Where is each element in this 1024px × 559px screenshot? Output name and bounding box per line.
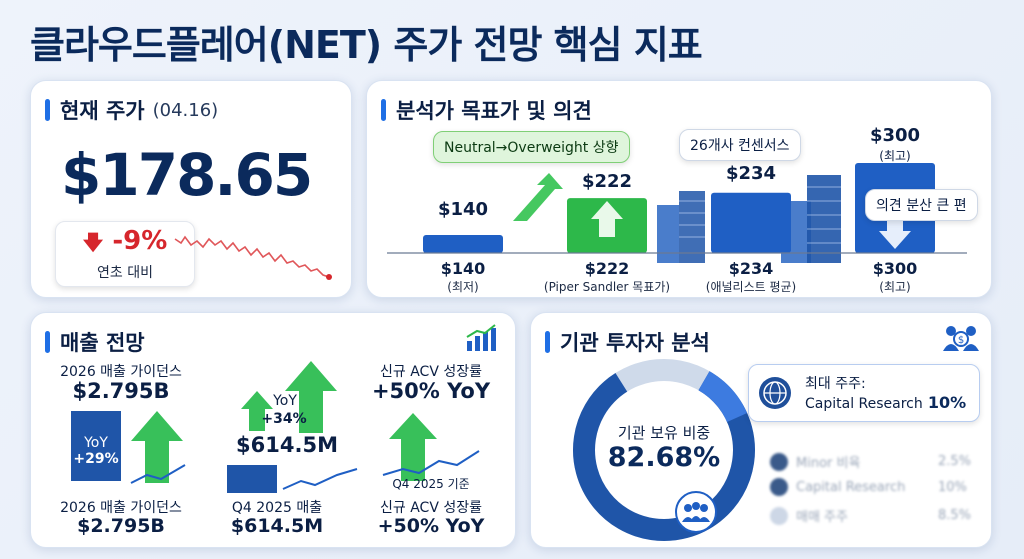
analyst-target-card: 분석가 목표가 및 의견 Neutral→Overweight 상향 26개사 … [366, 80, 992, 298]
sparkline-endpoint [326, 274, 332, 280]
holder-row: Minor 비육 2.5% [770, 452, 971, 471]
divergence-bubble: 의견 분산 큰 편 [865, 189, 978, 221]
revenue-heading: 매출 전망 [45, 327, 145, 357]
ytd-change-label: 연초 대비 [97, 265, 153, 281]
guidance-yoy-value: +29% [73, 451, 119, 467]
bottom-label-guidance: 2026 매출 가이던스 [60, 500, 182, 516]
bar-top-label: $300 [869, 125, 921, 146]
ytd-change-value: -9% [112, 226, 168, 256]
page-title: 클라우드플레어(NET) 주가 전망 핵심 지표 [30, 23, 703, 67]
holder-row: 매매 주주 8.5% [770, 506, 971, 525]
bottom-value-guidance: $2.795B [77, 515, 165, 537]
analyst-heading: 분석가 목표가 및 의견 [381, 95, 592, 125]
q4-yoy-value: +34% [261, 411, 307, 427]
price-date: (04.16) [152, 99, 219, 121]
guidance-top-label: 2026 매출 가이던스 [60, 364, 182, 380]
ownership-label: 기관 보유 비중 [617, 424, 711, 442]
guidance-top-value: $2.795B [72, 379, 170, 403]
revenue-outlook-card: 매출 전망 2026 매출 가이던스 $2.795B YoY +29% YoY … [30, 312, 516, 548]
holder-icon [770, 452, 788, 471]
acv-growth-graphic [382, 413, 480, 481]
bar-top-label: $234 [725, 163, 777, 184]
current-price-heading: 현재 주가 (04.16) [45, 95, 218, 125]
investors-icon: $ [943, 326, 979, 351]
ytd-change-row: 🡇 -9% [56, 226, 194, 262]
holder-row: Capital Research 10% [770, 478, 967, 496]
acv-top-label: 신규 ACV 성장률 [380, 364, 482, 380]
up-arrow-icon [513, 173, 563, 221]
target-bar [711, 192, 791, 253]
ytd-change-box: 🡇 -9% 연초 대비 [55, 221, 195, 287]
acv-basis: Q4 2025 기준 [392, 477, 470, 491]
current-price-heading-text: 현재 주가 [60, 99, 145, 123]
institution-heading-text: 기관 투자자 분석 [560, 331, 710, 355]
down-arrow-icon [879, 215, 911, 249]
guidance-yoy-label: YoY [84, 435, 108, 451]
price-sparkline [174, 235, 332, 280]
investors-icon [675, 491, 717, 533]
guidance-bar: YoY +29% [71, 411, 121, 481]
institution-heading: 기관 투자자 분석 [545, 327, 710, 357]
acv-top-value: +50% YoY [371, 379, 491, 403]
growth-chart-icon [466, 324, 496, 351]
top-holder-pct: 10% [927, 393, 967, 412]
down-arrow-icon: 🡇 [82, 230, 104, 254]
axis-label-max: $300 (최고) [872, 259, 918, 294]
bar-top-label: $222 [581, 171, 633, 192]
bottom-value-acv: +50% YoY [377, 515, 485, 537]
current-price-card: 현재 주가 (04.16) $178.65 🡇 -9% 연초 대비 [30, 80, 352, 298]
q4-trend-line [282, 468, 358, 490]
top-holder-callout: 최대 주주: Capital Research 10% [748, 364, 980, 422]
axis-label-average: $234 (애널리스트 평균) [705, 259, 797, 294]
axis-label-piper: $222 (Piper Sandler 목표가) [543, 259, 671, 294]
consensus-bubble: 26개사 컨센서스 [679, 129, 801, 161]
holder-icon [770, 506, 788, 525]
current-price-value: $178.65 [61, 141, 313, 209]
bottom-label-q4: Q4 2025 매출 [231, 500, 323, 516]
top-holder-label: 최대 주주: [805, 376, 866, 392]
bar-top-desc: (최고) [879, 149, 911, 163]
top-holder-line: Capital Research 10% [805, 393, 966, 412]
holder-icon [770, 478, 788, 496]
up-arrow-icon [285, 361, 337, 433]
revenue-heading-text: 매출 전망 [60, 331, 145, 355]
q4-bar [227, 465, 277, 493]
ownership-value: 82.68% [607, 442, 721, 473]
target-bar [423, 235, 503, 253]
upgrade-bubble: Neutral→Overweight 상향 [433, 131, 630, 163]
ownership-donut-chart [573, 359, 755, 541]
analyst-heading-text: 분석가 목표가 및 의견 [396, 99, 592, 123]
top-holder-name: Capital Research [805, 396, 923, 412]
axis-label-min: $140 (최저) [440, 259, 486, 294]
q4-top-value: $614.5M [236, 433, 338, 457]
bottom-value-q4: $614.5M [230, 515, 324, 537]
bottom-label-acv: 신규 ACV 성장률 [380, 500, 482, 516]
svg-text:$: $ [958, 335, 964, 346]
up-arrow-icon [130, 411, 186, 484]
up-arrow-icon [241, 391, 273, 431]
bar-top-label: $140 [437, 199, 489, 220]
q4-yoy-label: YoY [273, 393, 297, 409]
globe-icon [759, 377, 791, 409]
up-arrow-icon [591, 201, 623, 237]
